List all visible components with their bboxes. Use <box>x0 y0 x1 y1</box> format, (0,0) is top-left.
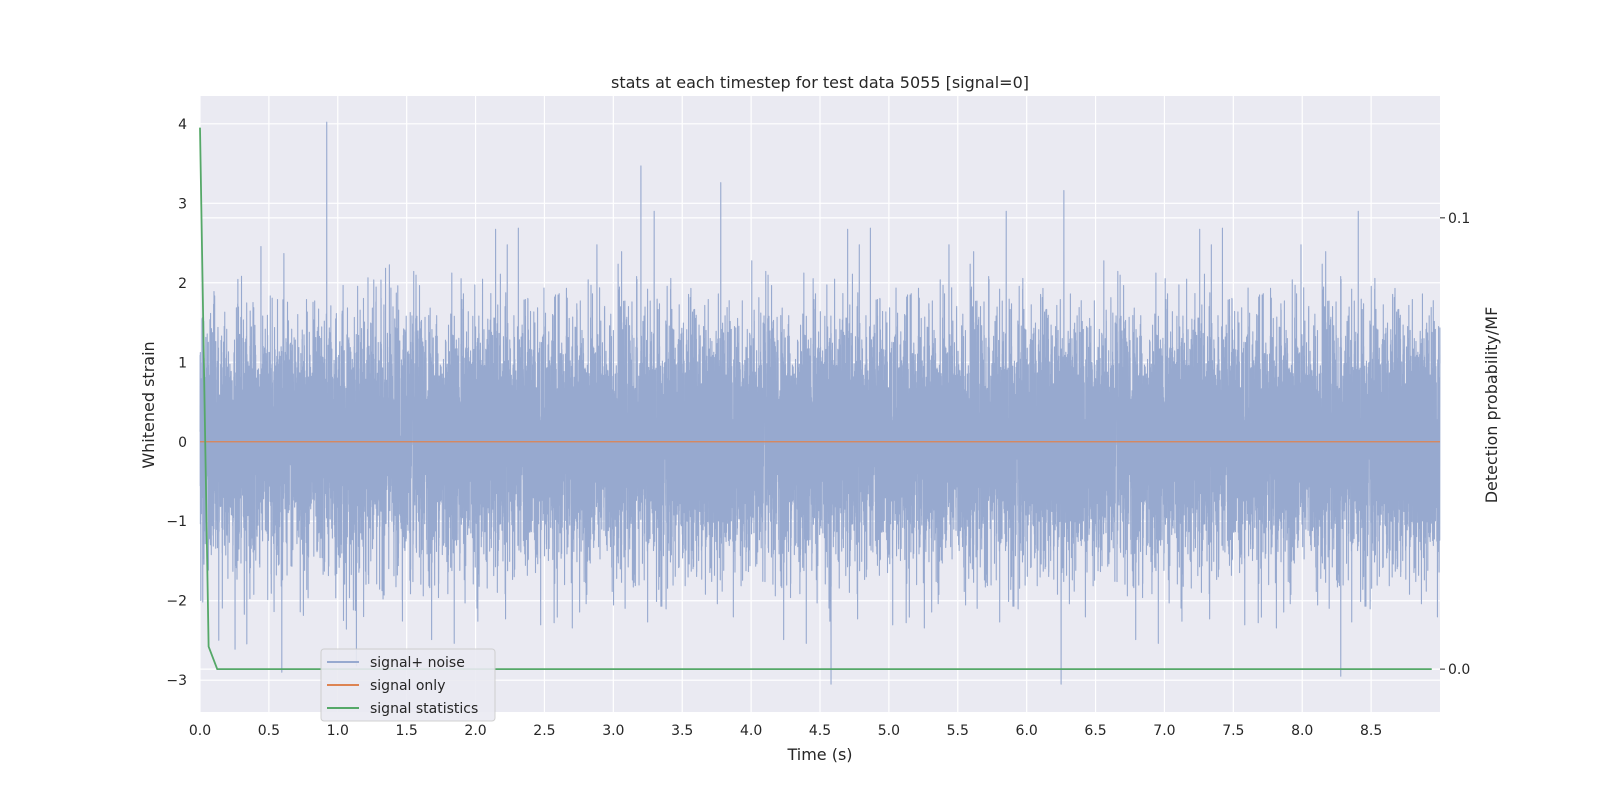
x-tick-label: 0.5 <box>258 723 280 739</box>
x-tick-label: 7.0 <box>1153 723 1175 739</box>
x-tick-label: 4.0 <box>740 723 762 739</box>
x-tick-label: 1.0 <box>327 723 349 739</box>
x-tick-label: 8.0 <box>1291 723 1313 739</box>
x-tick-label: 4.5 <box>809 723 831 739</box>
x-tick-label: 8.5 <box>1360 723 1382 739</box>
y-tick-label: −1 <box>166 514 187 530</box>
x-tick-label: 6.0 <box>1016 723 1038 739</box>
legend-label-signal-noise: signal+ noise <box>370 655 465 671</box>
legend-box <box>320 648 496 722</box>
chart-title: stats at each timestep for test data 505… <box>611 73 1029 92</box>
x-tick-label: 6.5 <box>1084 723 1106 739</box>
x-axis: 0.0 0.5 1.0 1.5 2.0 2.5 3.0 3.5 4.0 4.5 5.0 5.5 6.0 6… <box>189 723 1382 739</box>
x-tick-label: 0.0 <box>189 723 211 739</box>
y-tick-label: −2 <box>166 594 187 610</box>
series-signal-noise <box>199 121 1441 685</box>
x-tick-label: 1.5 <box>396 723 418 739</box>
y-tick-label: 1 <box>178 355 187 371</box>
y-axis-left: 4 3 2 1 0 −1 −2 −3 <box>166 117 187 689</box>
y-tick-label: 4 <box>178 117 187 133</box>
y-axis-label: Whitened strain <box>139 341 158 468</box>
y-axis-right: 0.1 0.0 <box>1440 211 1470 678</box>
legend-label-signal-only: signal only <box>370 678 445 694</box>
x-tick-label: 5.0 <box>878 723 900 739</box>
x-tick-label: 3.0 <box>602 723 624 739</box>
y-tick-label: 3 <box>178 196 187 212</box>
y-tick-label: 0 <box>178 435 187 451</box>
legend-label-signal-statistics: signal statistics <box>370 701 478 717</box>
y2-tick-label: 0.1 <box>1448 211 1470 227</box>
y2-tick-label: 0.0 <box>1448 662 1470 678</box>
y2-axis-label: Detection probability/MF <box>1482 307 1501 504</box>
x-axis-label: Time (s) <box>786 745 852 764</box>
x-tick-label: 5.5 <box>947 723 969 739</box>
legend: signal+ noise signal only signal statist… <box>320 648 496 722</box>
x-tick-label: 2.5 <box>533 723 555 739</box>
y-tick-label: 2 <box>178 276 187 292</box>
x-tick-label: 2.0 <box>464 723 486 739</box>
x-tick-label: 3.5 <box>671 723 693 739</box>
y-tick-label: −3 <box>166 673 187 689</box>
x-tick-label: 7.5 <box>1222 723 1244 739</box>
